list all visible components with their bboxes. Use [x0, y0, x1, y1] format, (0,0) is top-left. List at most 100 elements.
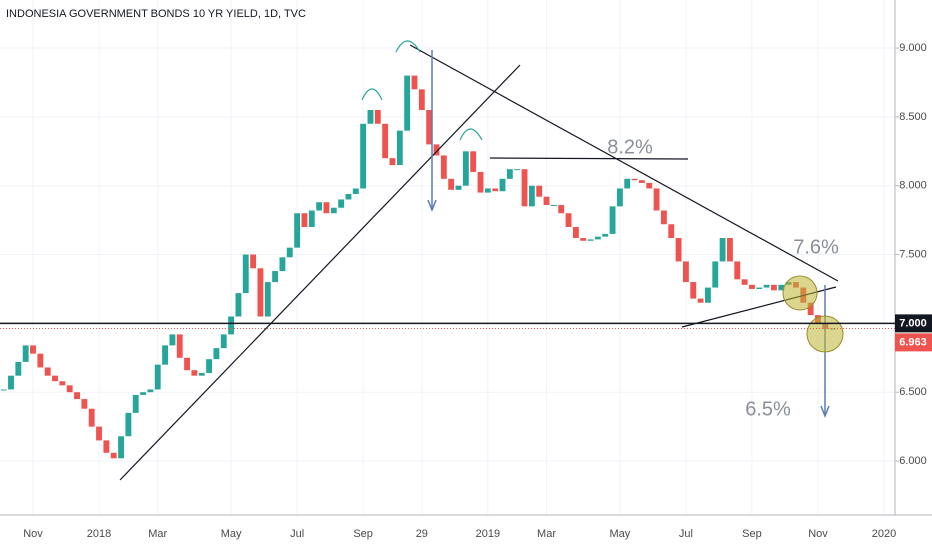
candle	[52, 375, 58, 382]
candle	[756, 287, 763, 289]
candle	[484, 188, 491, 193]
x-tick-label: Sep	[353, 528, 373, 540]
candle	[462, 151, 469, 186]
candle	[558, 204, 565, 214]
y-tick-label: 9.000	[899, 42, 927, 54]
candle	[30, 345, 36, 354]
candle	[528, 185, 535, 207]
candle	[624, 178, 631, 189]
candle	[140, 392, 146, 395]
x-tick-label: Mar	[148, 528, 167, 540]
price-tag-label: 6.963	[899, 336, 927, 348]
candle	[198, 372, 205, 376]
x-tick-label: Nov	[808, 528, 828, 540]
candle	[653, 188, 660, 211]
candle	[213, 348, 220, 360]
candle	[272, 271, 279, 283]
uptrend-line	[119, 64, 521, 481]
x-tick-label: 2018	[87, 528, 111, 540]
annotation: 8.2%	[607, 136, 653, 158]
candle	[550, 204, 557, 206]
drawings	[119, 40, 844, 481]
candles	[0, 75, 836, 459]
candle	[616, 188, 623, 207]
candle	[323, 202, 330, 214]
candle	[338, 199, 345, 208]
candle	[675, 238, 682, 262]
candle	[110, 452, 117, 459]
y-tick-label: 8.000	[899, 180, 927, 192]
x-tick-label: 2020	[872, 528, 896, 540]
candle	[734, 261, 741, 280]
candle	[162, 345, 168, 365]
y-tick-label: 6.500	[899, 386, 927, 398]
chart-title: INDONESIA GOVERNMENT BONDS 10 YR YIELD, …	[6, 8, 306, 20]
candle	[206, 359, 213, 373]
candle	[37, 353, 44, 368]
candle	[308, 210, 315, 228]
peak-arc	[361, 88, 383, 101]
candle	[294, 213, 301, 248]
peak-arc	[459, 128, 483, 141]
candle	[316, 202, 323, 211]
candle	[697, 298, 704, 303]
candle	[44, 367, 51, 376]
highlight-circle	[806, 315, 844, 353]
y-tick-label: 6.000	[899, 455, 927, 467]
candle	[741, 279, 748, 285]
candle	[125, 412, 132, 437]
candle	[22, 345, 29, 362]
annotation: 7.6%	[793, 236, 839, 258]
y-tick-label: 8.500	[899, 111, 927, 123]
downtrend-line	[409, 44, 839, 282]
candle	[477, 171, 484, 193]
candle	[492, 188, 499, 192]
candle	[704, 287, 711, 303]
highlight-circle	[782, 275, 818, 311]
x-tick-label: Mar	[537, 528, 556, 540]
candle	[418, 89, 425, 110]
candle	[118, 436, 124, 459]
candle	[132, 394, 139, 413]
candle	[426, 109, 433, 145]
candle	[169, 334, 176, 346]
candle	[66, 385, 73, 393]
candle	[396, 130, 403, 166]
candle	[301, 213, 308, 228]
price-tag-label: 7.000	[899, 317, 927, 329]
grid	[0, 0, 895, 515]
candle	[448, 178, 455, 190]
candle	[74, 392, 80, 400]
candle	[749, 284, 755, 289]
candle	[778, 284, 785, 291]
candle	[345, 193, 352, 200]
resistance-line	[489, 157, 689, 160]
candle	[506, 169, 513, 179]
x-tick-label: 29	[416, 528, 428, 540]
candle	[660, 210, 667, 225]
candle	[15, 361, 22, 376]
candle	[374, 109, 381, 124]
candle	[668, 224, 675, 239]
candle	[176, 334, 183, 358]
candle	[682, 261, 689, 283]
candle	[382, 123, 389, 159]
candle	[521, 169, 528, 207]
candle	[250, 254, 257, 269]
x-tick-label: May	[221, 528, 242, 540]
arrow-head	[820, 405, 830, 419]
candle	[0, 389, 7, 391]
candle	[8, 375, 14, 390]
x-tick-label: 2019	[476, 528, 500, 540]
candle	[367, 109, 374, 124]
candle	[609, 206, 616, 234]
candle	[536, 185, 543, 197]
candle	[103, 440, 110, 453]
candle	[286, 247, 293, 258]
candle	[771, 284, 777, 291]
candle	[712, 261, 719, 288]
candle	[279, 257, 286, 272]
candle	[228, 316, 235, 335]
candle	[235, 293, 242, 317]
